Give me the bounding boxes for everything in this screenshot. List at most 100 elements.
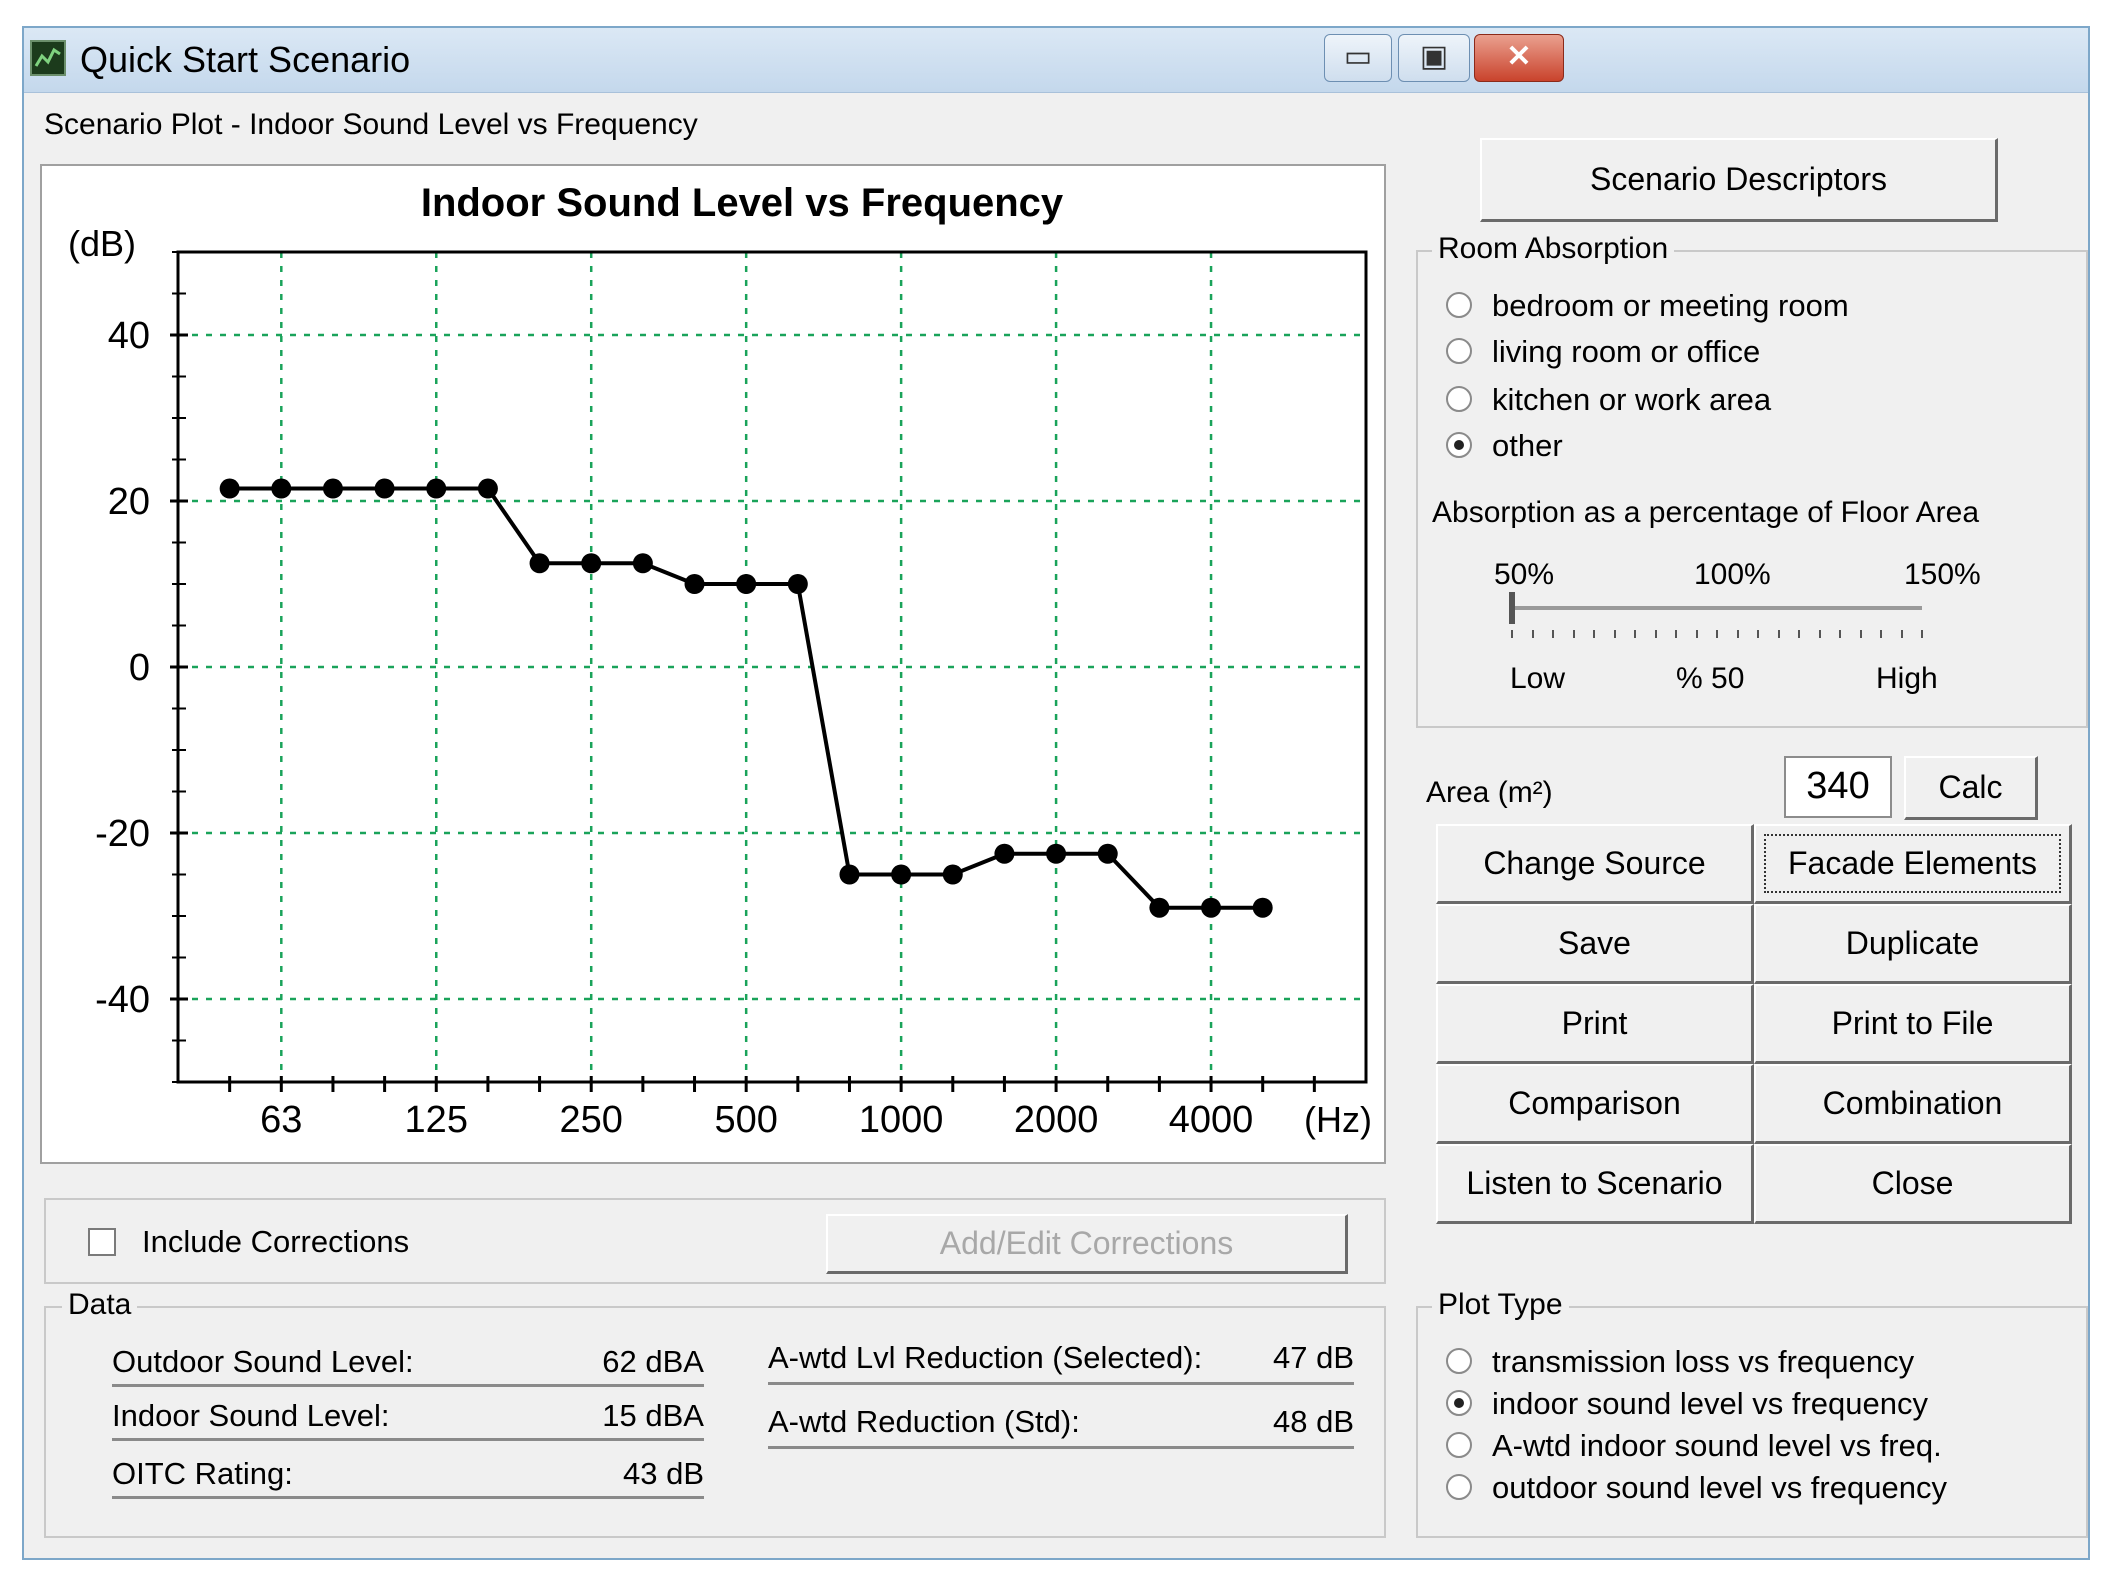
data-point	[426, 478, 447, 499]
add-edit-corrections-button[interactable]: Add/Edit Corrections	[826, 1214, 1348, 1274]
x-tick-label: 1000	[859, 1099, 944, 1141]
data-point	[581, 553, 602, 574]
radio-other[interactable]	[1446, 432, 1472, 458]
radio-outdoor-sound-level[interactable]	[1446, 1474, 1472, 1500]
oitc-rating-row: OITC Rating: 43 dB	[112, 1452, 704, 1499]
data-group: Data Outdoor Sound Level: 62 dBA Indoor …	[44, 1288, 1386, 1538]
print-to-file-button[interactable]: Print to File	[1754, 984, 2072, 1064]
data-point	[891, 864, 912, 885]
series-line	[219, 478, 1273, 918]
indoor-sound-level-value: 15 dBA	[602, 1398, 704, 1433]
data-point	[374, 478, 395, 499]
change-source-button[interactable]: Change Source	[1436, 824, 1754, 904]
radio-indoor-sound-level[interactable]	[1446, 1390, 1472, 1416]
close-window-button[interactable]: ✕	[1474, 34, 1564, 82]
x-tick-label: 63	[260, 1099, 302, 1141]
y-tick-label: 0	[129, 647, 150, 689]
listen-to-scenario-button[interactable]: Listen to Scenario	[1436, 1144, 1754, 1224]
save-button[interactable]: Save	[1436, 904, 1754, 984]
indoor-sound-level-label: Indoor Sound Level:	[112, 1398, 390, 1433]
data-point	[1097, 843, 1118, 864]
y-tick-label: -20	[95, 813, 150, 855]
data-point	[1046, 843, 1067, 864]
indoor-sound-level-row: Indoor Sound Level: 15 dBA	[112, 1394, 704, 1441]
slider-tick	[1572, 630, 1575, 638]
slider-tick	[1880, 630, 1882, 638]
scenario-descriptors-button[interactable]: Scenario Descriptors	[1480, 138, 1998, 222]
y-axis-unit: (dB)	[68, 223, 136, 264]
slider-tick	[1777, 630, 1780, 638]
slider-tick	[1736, 630, 1739, 638]
outdoor-sound-level-value: 62 dBA	[602, 1344, 704, 1379]
data-point	[632, 553, 653, 574]
slider-tick	[1552, 630, 1554, 638]
slider-label-high: High	[1876, 662, 1938, 695]
awtd-lvl-reduction-selected-row: A-wtd Lvl Reduction (Selected): 47 dB	[768, 1336, 1354, 1385]
data-point	[529, 553, 550, 574]
slider-tick	[1593, 630, 1595, 638]
data-point	[787, 574, 808, 594]
slider-label-150: 150%	[1904, 558, 1981, 591]
data-point	[942, 864, 963, 885]
facade-elements-button[interactable]: Facade Elements	[1754, 824, 2072, 904]
radio-bedroom-label: bedroom or meeting room	[1492, 288, 1849, 323]
data-point	[477, 478, 498, 499]
maximize-button[interactable]: ▣	[1398, 34, 1470, 82]
chart-grid	[178, 252, 1366, 1082]
radio-transmission-loss[interactable]	[1446, 1348, 1472, 1374]
radio-other-label: other	[1492, 428, 1563, 463]
awtd-reduction-std-value: 48 dB	[1272, 1404, 1354, 1439]
combination-button[interactable]: Combination	[1754, 1064, 2072, 1144]
y-tick-label: 40	[108, 315, 150, 357]
print-button[interactable]: Print	[1436, 984, 1754, 1064]
x-tick-label: 250	[560, 1099, 623, 1141]
slider-label-50: 50%	[1494, 558, 1555, 591]
quick-start-scenario-window: Quick Start Scenario ▭ ▣ ✕ Scenario Plot…	[22, 26, 2090, 1560]
slider-thumb[interactable]	[1509, 592, 1515, 624]
area-input[interactable]: 340	[1784, 756, 1892, 818]
slider-label-current: % 50	[1676, 662, 1745, 695]
comparison-button[interactable]: Comparison	[1436, 1064, 1754, 1144]
room-absorption-legend: Room Absorption	[1432, 232, 1675, 266]
plot-section-label: Scenario Plot - Indoor Sound Level vs Fr…	[44, 108, 698, 141]
area-label: Area (m²)	[1426, 776, 1553, 809]
slider-tick	[1818, 630, 1821, 638]
data-point	[219, 478, 240, 499]
radio-kitchen[interactable]	[1446, 386, 1472, 412]
radio-awtd-indoor-label: A-wtd indoor sound level vs freq.	[1492, 1428, 1942, 1463]
data-point	[1201, 897, 1222, 918]
y-tick-label: -40	[95, 979, 150, 1021]
slider-label-100: 100%	[1694, 558, 1771, 591]
data-point	[839, 864, 860, 885]
slider-tick	[1716, 630, 1718, 638]
slider-tick	[1839, 630, 1841, 638]
slider-tick	[1511, 630, 1513, 638]
room-absorption-group: Room Absorption bedroom or meeting room …	[1416, 232, 2088, 728]
maximize-icon: ▣	[1419, 40, 1449, 73]
include-corrections-checkbox[interactable]	[88, 1228, 116, 1256]
minimize-button[interactable]: ▭	[1324, 34, 1392, 82]
duplicate-button[interactable]: Duplicate	[1754, 904, 2072, 984]
awtd-reduction-std-label: A-wtd Reduction (Std):	[768, 1404, 1080, 1439]
plot-type-legend: Plot Type	[1432, 1288, 1569, 1322]
calc-button[interactable]: Calc	[1904, 756, 2038, 820]
data-point	[271, 478, 292, 499]
y-axis-ticks: 40 20 0 -20 -40	[95, 251, 188, 1083]
slider-tick	[1695, 630, 1698, 638]
awtd-reduction-std-row: A-wtd Reduction (Std): 48 dB	[768, 1400, 1354, 1449]
radio-kitchen-label: kitchen or work area	[1492, 382, 1772, 417]
slider-tick	[1798, 630, 1800, 638]
close-button[interactable]: Close	[1754, 1144, 2072, 1224]
radio-bedroom[interactable]	[1446, 292, 1472, 318]
radio-awtd-indoor[interactable]	[1446, 1432, 1472, 1458]
indoor-sound-level-chart: Indoor Sound Level vs Frequency (dB) (Hz…	[68, 181, 1372, 1141]
absorption-percentage-label: Absorption as a percentage of Floor Area	[1432, 496, 1980, 529]
slider-ticks	[1511, 630, 1923, 640]
slider-label-low: Low	[1510, 662, 1566, 695]
absorption-slider[interactable]	[1509, 592, 1923, 652]
title-bar[interactable]: Quick Start Scenario ▭ ▣ ✕	[24, 28, 2088, 93]
slider-tick	[1859, 630, 1862, 638]
radio-indoor-sound-level-label: indoor sound level vs frequency	[1492, 1386, 1928, 1421]
radio-living-room[interactable]	[1446, 338, 1472, 364]
slider-tick	[1613, 630, 1616, 638]
